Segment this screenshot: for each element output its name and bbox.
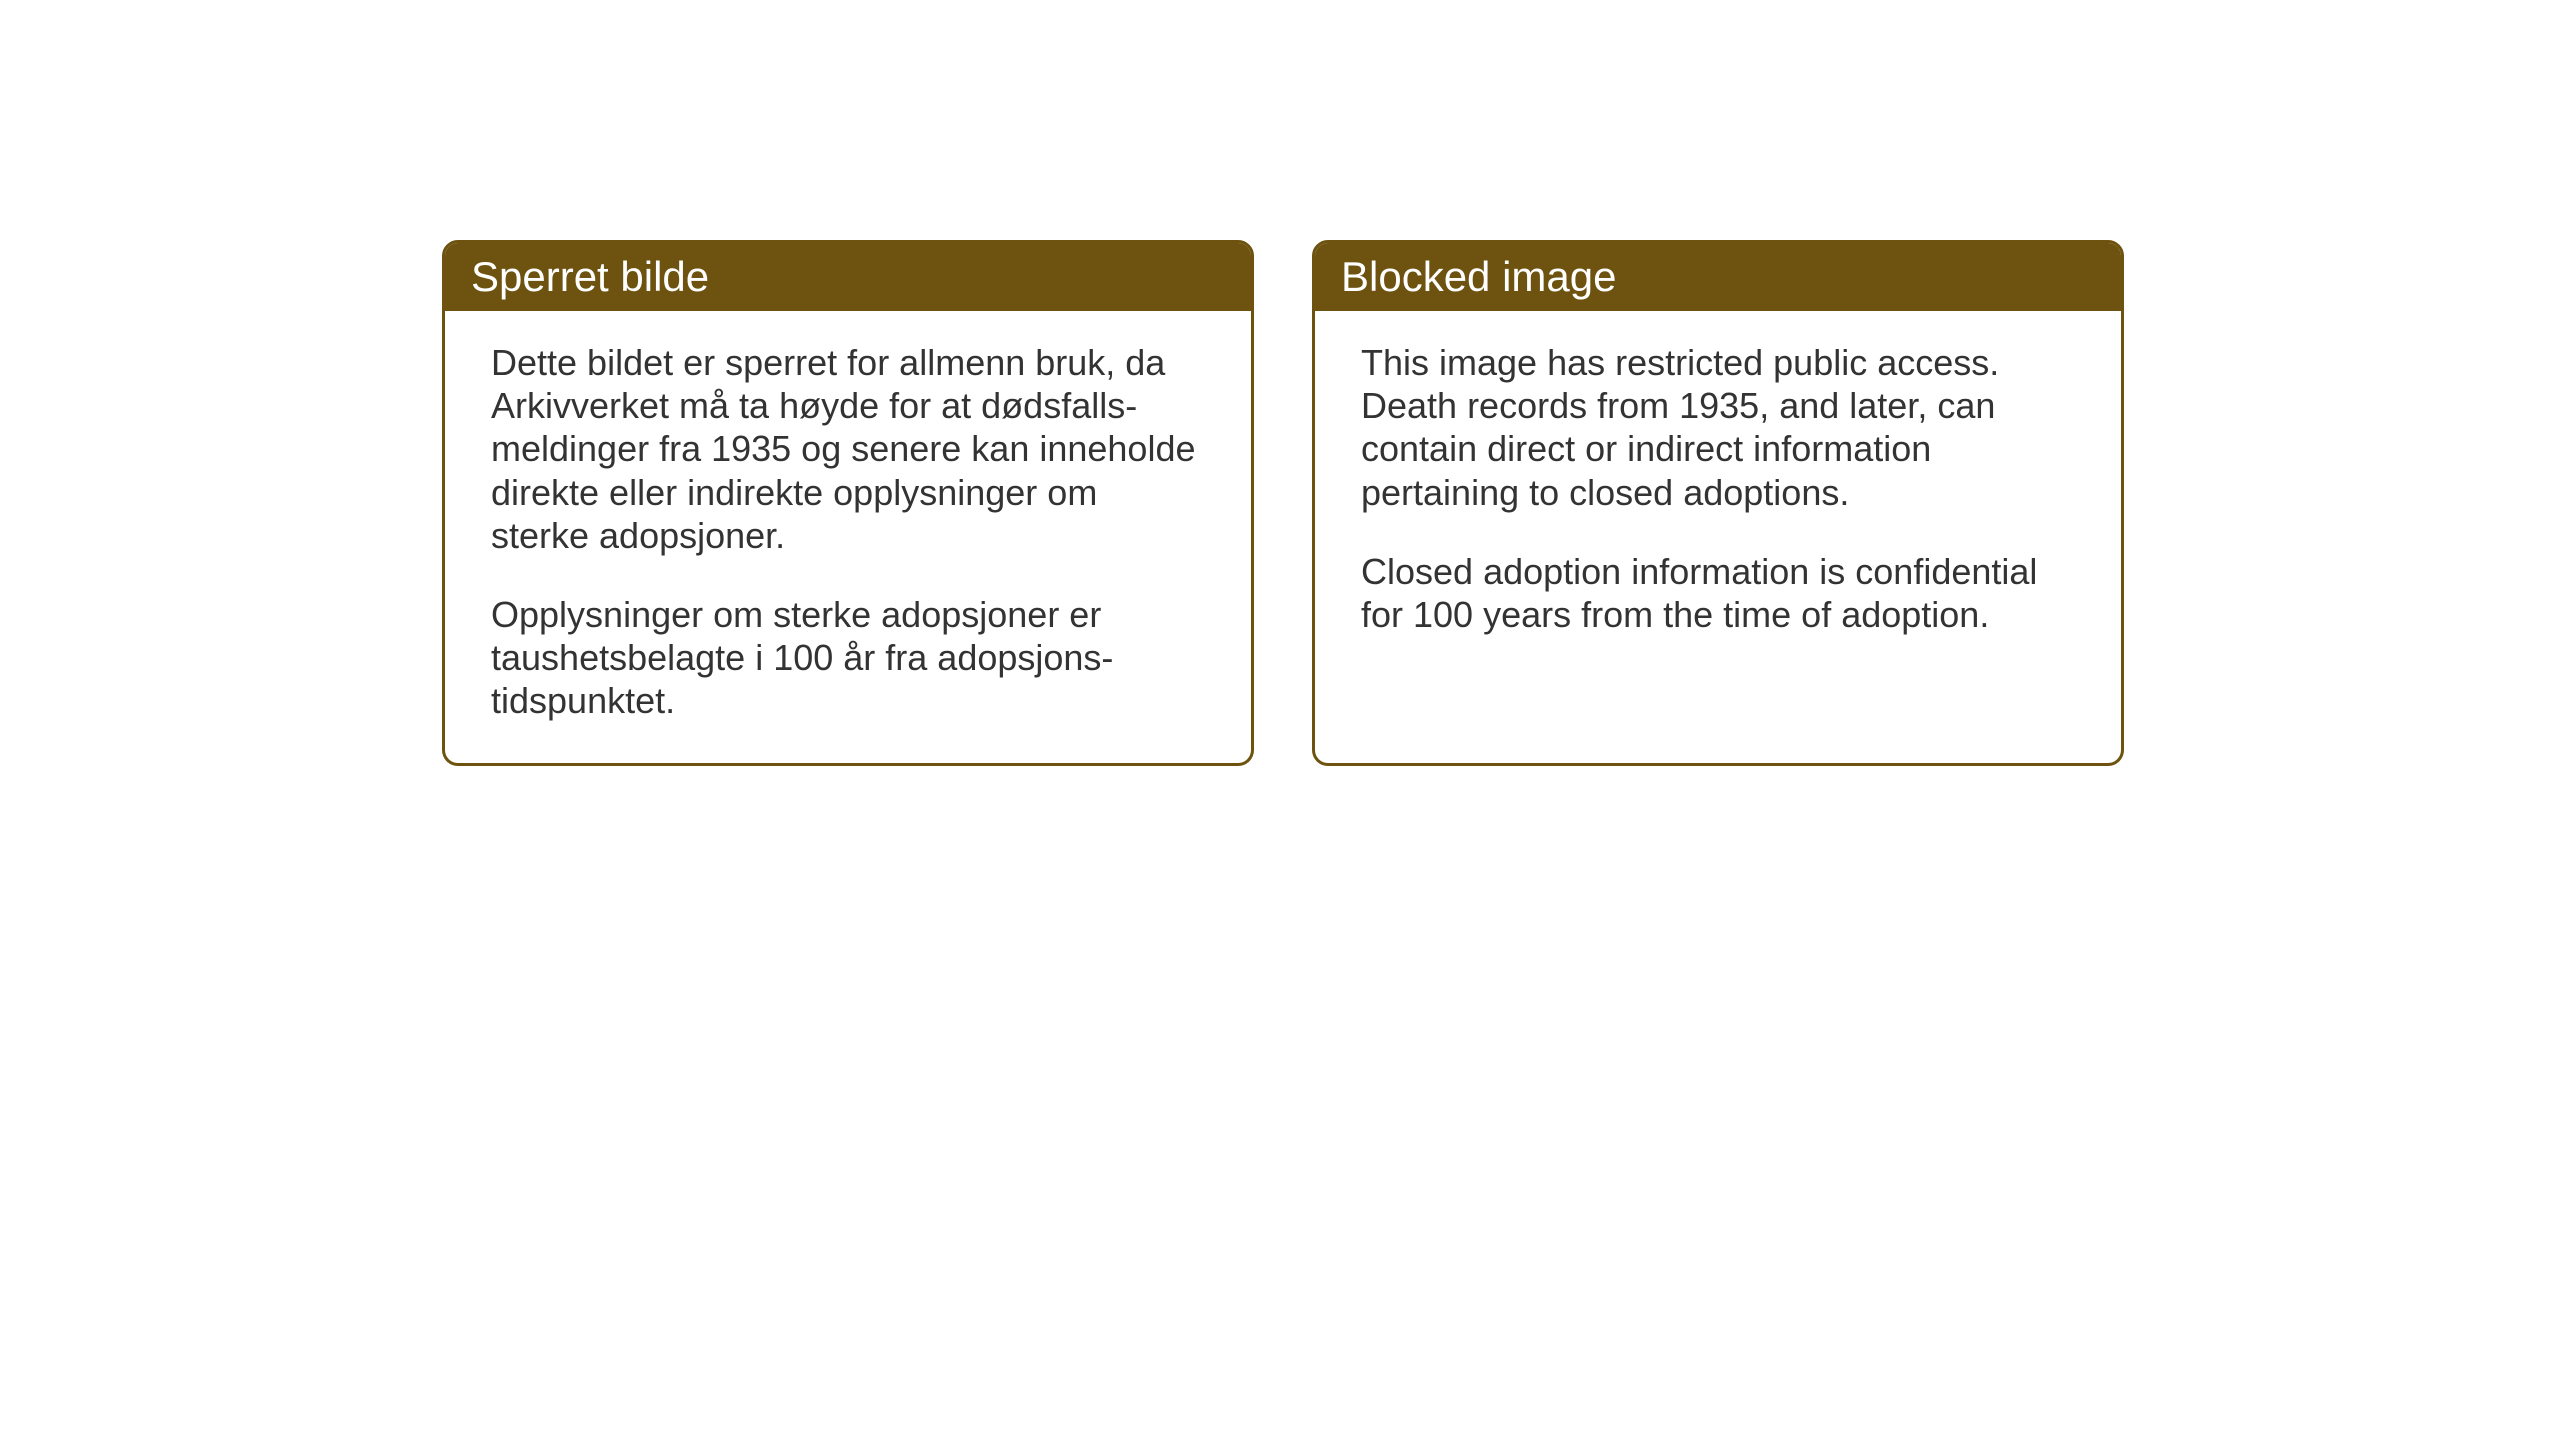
english-notice-card: Blocked image This image has restricted … — [1312, 240, 2124, 766]
norwegian-paragraph-1: Dette bildet er sperret for allmenn bruk… — [491, 341, 1205, 557]
norwegian-paragraph-2: Opplysninger om sterke adopsjoner er tau… — [491, 593, 1205, 723]
english-paragraph-1: This image has restricted public access.… — [1361, 341, 2075, 514]
english-card-body: This image has restricted public access.… — [1315, 311, 2121, 676]
norwegian-card-header: Sperret bilde — [445, 243, 1251, 311]
english-card-header: Blocked image — [1315, 243, 2121, 311]
norwegian-notice-card: Sperret bilde Dette bildet er sperret fo… — [442, 240, 1254, 766]
english-paragraph-2: Closed adoption information is confident… — [1361, 550, 2075, 636]
notice-cards-container: Sperret bilde Dette bildet er sperret fo… — [442, 240, 2124, 766]
norwegian-card-body: Dette bildet er sperret for allmenn bruk… — [445, 311, 1251, 763]
